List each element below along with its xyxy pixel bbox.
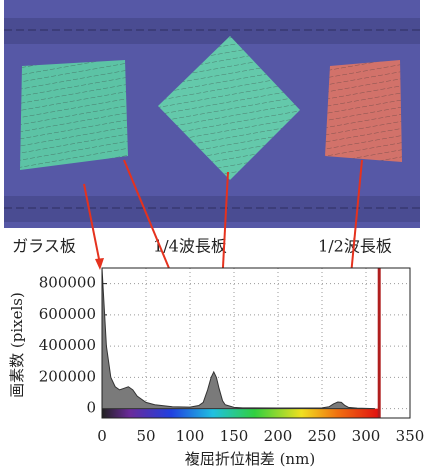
annotation: 1/4波長板	[153, 237, 227, 256]
x-tick-label: 50	[136, 427, 155, 445]
x-tick-label: 200	[264, 427, 293, 445]
plot-area	[102, 268, 410, 418]
y-tick-label: 400000	[39, 336, 96, 354]
y-tick-label: 800000	[39, 274, 96, 292]
y-tick-label: 600000	[39, 305, 96, 323]
x-axis-label: 複屈折位相差 (nm)	[185, 450, 315, 468]
y-axis-label: 画素数 (pixels)	[8, 292, 26, 398]
color-bar	[102, 409, 379, 418]
x-tick-label: 100	[176, 427, 205, 445]
annotation: ガラス板	[12, 237, 76, 256]
sample-photo	[4, 0, 420, 228]
x-tick-label: 250	[308, 427, 337, 445]
x-tick-label: 150	[220, 427, 249, 445]
x-tick-label: 350	[396, 427, 424, 445]
x-tick-label: 0	[97, 427, 107, 445]
figure: ガラス板 1/4波長板 1/2波長板 複屈折位相差 (nm) 画素数 (pixe…	[0, 0, 424, 470]
y-tick-label: 0	[86, 399, 96, 417]
y-tick-label: 200000	[39, 367, 96, 385]
x-tick-label: 300	[352, 427, 381, 445]
